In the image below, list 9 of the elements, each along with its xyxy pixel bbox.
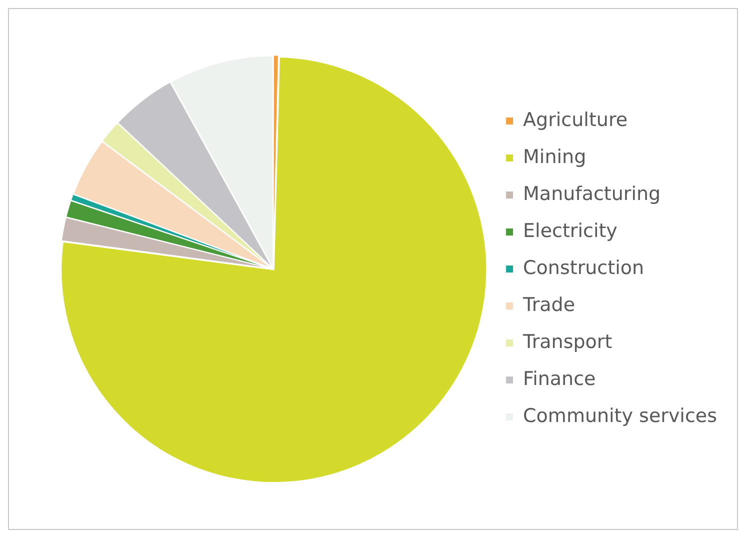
legend-label: Agriculture (523, 108, 628, 131)
legend-label: Finance (523, 368, 596, 390)
legend-label: Electricity (523, 220, 618, 242)
legend-label: Mining (523, 146, 586, 168)
legend-label: Manufacturing (523, 182, 661, 205)
legend-label: Community services (523, 404, 718, 427)
legend-label: Transport (522, 330, 612, 353)
legend-label: Construction (523, 256, 644, 279)
legend-label: Trade (522, 294, 576, 316)
